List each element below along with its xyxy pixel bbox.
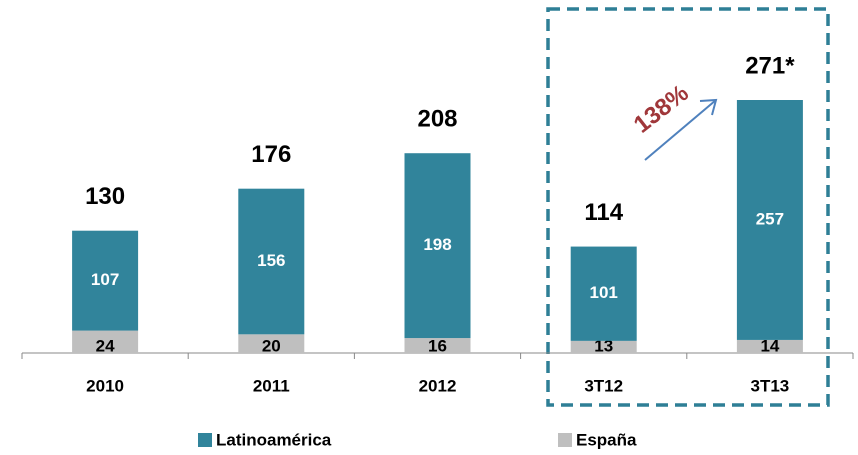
value-label: 14 <box>760 336 779 355</box>
x-tick-label: 2011 <box>253 376 290 395</box>
bar-segment <box>736 339 803 353</box>
bar-segment <box>736 100 803 340</box>
value-label: 156 <box>257 251 285 270</box>
bar-segment <box>238 334 305 353</box>
bar-segment <box>238 188 305 335</box>
x-tick-label: 3T13 <box>751 376 790 395</box>
bar-segment <box>570 340 637 353</box>
total-label: 208 <box>417 106 457 133</box>
legend-label: Latinoamérica <box>216 430 332 449</box>
growth-arrow-head <box>699 98 718 116</box>
value-label: 198 <box>423 235 451 254</box>
total-label: 114 <box>584 199 623 226</box>
highlight-box <box>546 7 830 407</box>
legend-swatch <box>558 433 572 447</box>
value-label: 107 <box>91 270 119 289</box>
value-label: 13 <box>594 336 613 355</box>
growth-arrow <box>644 99 717 161</box>
total-label: 271* <box>745 52 795 79</box>
value-label: 24 <box>96 336 115 355</box>
total-label: 176 <box>251 141 291 168</box>
bar-segment <box>570 246 637 341</box>
bar-segment <box>404 153 471 339</box>
x-tick-label: 2012 <box>419 376 457 395</box>
legend-swatch <box>198 433 212 447</box>
bar-segment <box>404 338 471 353</box>
total-label: 130 <box>85 183 125 210</box>
legend-label: España <box>576 430 637 449</box>
x-tick-label: 2010 <box>86 376 124 395</box>
x-tick-label: 3T12 <box>584 376 623 395</box>
bar-segment <box>72 230 139 331</box>
value-label: 257 <box>756 209 784 228</box>
value-label: 20 <box>262 336 281 355</box>
value-label: 16 <box>428 336 447 355</box>
value-label: 101 <box>590 283 618 302</box>
bar-segment <box>72 330 139 353</box>
growth-annotation: 138% <box>629 80 694 139</box>
